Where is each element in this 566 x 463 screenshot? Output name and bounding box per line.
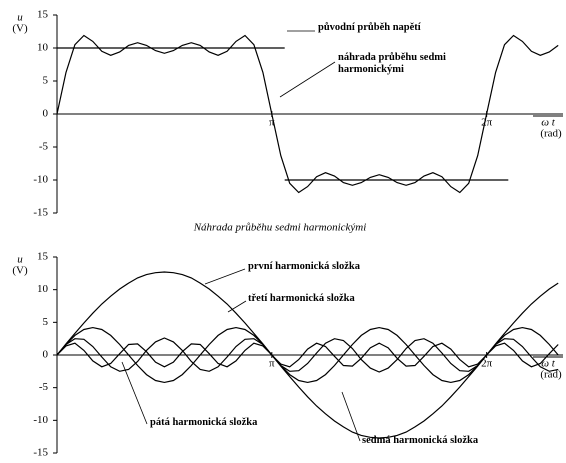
y-tick-label: -5 [39,141,49,153]
y-axis-label: u [17,12,23,24]
x-tick-label: 2π [481,117,493,129]
y-tick-label: 15 [37,251,49,263]
annotation: původní průběh napětí [318,22,421,33]
annotation: první harmonická složka [248,261,361,272]
series-line [57,47,509,181]
series-line [56,271,559,439]
annotation: pátá harmonická složka [150,417,258,428]
series-line [56,34,559,194]
y-tick-label: -10 [33,174,48,186]
caption: Náhrada průběhu sedmi harmonickými [193,222,367,234]
y-tick-label: -15 [33,447,48,459]
annotation: třetí harmonická složka [248,293,355,304]
y-tick-label: 5 [43,316,49,328]
series-line [56,342,559,368]
y-tick-label: 10 [37,283,49,295]
y-tick-label: 5 [43,75,49,87]
y-tick-label: -10 [33,414,48,426]
x-axis-unit: (rad) [540,128,562,140]
y-axis-unit: (V) [12,23,28,35]
y-tick-label: 15 [37,9,49,21]
annotation-box: původní průběh napětí [318,22,421,33]
series-line [56,337,559,373]
y-axis-label: u [17,254,23,266]
leader-line [341,391,361,442]
y-tick-label: 10 [37,42,49,54]
y-axis-unit: (V) [12,265,28,277]
x-axis-label: ω t [541,358,556,370]
x-tick-label: π [269,117,275,129]
annotation-box: sedmá harmonická složka [362,435,479,446]
annotation-box: pátá harmonická složka [150,417,258,428]
y-tick-label: -15 [33,207,48,219]
series-line [56,326,559,384]
leader-line [204,268,246,285]
leader-line [227,300,247,313]
annotation-box: náhrada průběhu sedmi harmonickými [338,52,446,75]
leader-line [279,61,336,98]
annotation-box: třetí harmonická složka [248,293,355,304]
x-tick-label: π [269,358,275,370]
x-axis-label: ω t [541,117,556,129]
y-tick-label: 0 [43,349,49,361]
annotation-box: první harmonická složka [248,261,361,272]
y-tick-label: 0 [43,108,49,120]
annotation: náhrada průběhu sedmi harmonickými [338,52,446,75]
x-tick-label: 2π [481,358,493,370]
leader-line [121,361,148,425]
x-axis-unit: (rad) [540,369,562,381]
y-tick-label: -5 [39,381,49,393]
annotation: sedmá harmonická složka [362,435,479,446]
